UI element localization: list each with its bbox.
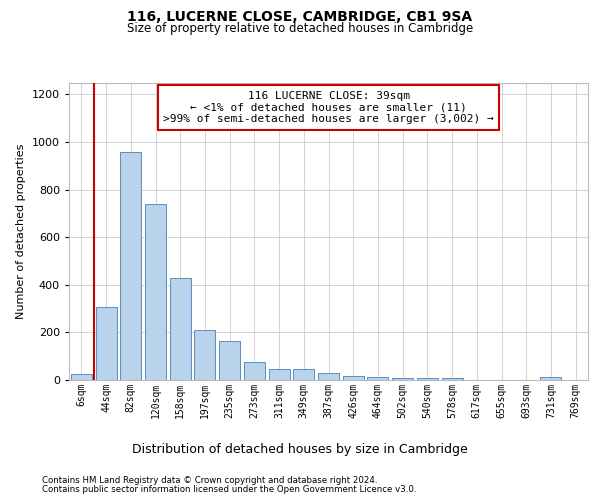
Bar xyxy=(95,308,116,380)
Text: Size of property relative to detached houses in Cambridge: Size of property relative to detached ho… xyxy=(127,22,473,35)
Bar xyxy=(367,377,388,380)
Bar xyxy=(541,377,562,380)
Bar xyxy=(219,340,240,380)
Text: Distribution of detached houses by size in Cambridge: Distribution of detached houses by size … xyxy=(132,442,468,456)
Bar xyxy=(71,374,92,380)
Bar xyxy=(170,278,191,380)
Bar xyxy=(343,376,364,380)
Text: 116 LUCERNE CLOSE: 39sqm
← <1% of detached houses are smaller (11)
>99% of semi-: 116 LUCERNE CLOSE: 39sqm ← <1% of detach… xyxy=(163,91,494,124)
Bar xyxy=(392,378,413,380)
Y-axis label: Number of detached properties: Number of detached properties xyxy=(16,144,26,319)
Bar xyxy=(417,378,438,380)
Text: 116, LUCERNE CLOSE, CAMBRIDGE, CB1 9SA: 116, LUCERNE CLOSE, CAMBRIDGE, CB1 9SA xyxy=(127,10,473,24)
Bar xyxy=(442,378,463,380)
Text: Contains HM Land Registry data © Crown copyright and database right 2024.: Contains HM Land Registry data © Crown c… xyxy=(42,476,377,485)
Text: Contains public sector information licensed under the Open Government Licence v3: Contains public sector information licen… xyxy=(42,485,416,494)
Bar xyxy=(120,152,141,380)
Bar xyxy=(318,373,339,380)
Bar xyxy=(269,369,290,380)
Bar xyxy=(145,204,166,380)
Bar xyxy=(293,370,314,380)
Bar xyxy=(244,362,265,380)
Bar xyxy=(194,330,215,380)
